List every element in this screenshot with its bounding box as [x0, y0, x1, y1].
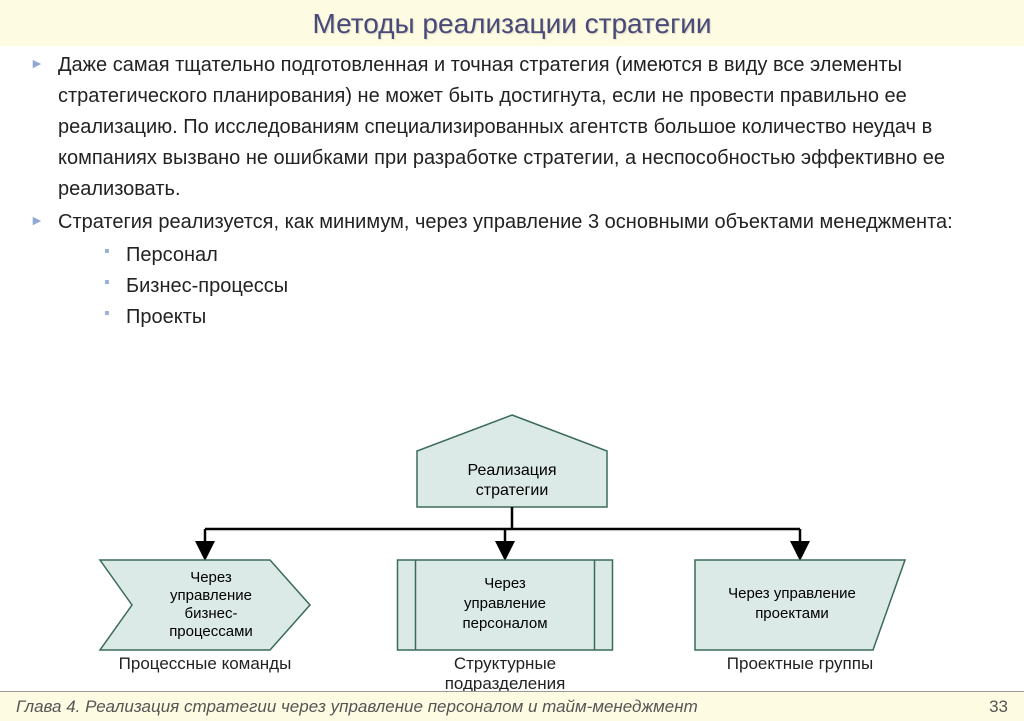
sub-bullet-item: Проекты — [104, 302, 1004, 333]
content-area: Даже самая тщательно подготовленная и то… — [0, 46, 1024, 333]
root-node: Реализация стратегии — [417, 415, 607, 507]
child-node-personnel: Черезуправлениеперсоналом — [398, 560, 613, 650]
footer-text: Глава 4. Реализация стратегии через упра… — [16, 697, 698, 717]
connectors — [205, 507, 800, 556]
bullet-text: Стратегия реализуется, как минимум, чере… — [58, 211, 953, 233]
page-title: Методы реализации стратегии — [0, 8, 1024, 40]
svg-text:Реализация: Реализация — [467, 462, 556, 479]
sub-bullet-item: Персонал — [104, 240, 1004, 271]
page-number: 33 — [989, 697, 1008, 717]
child-node-processes: Черезуправлениебизнес-процессами — [100, 560, 310, 650]
sub-bullet-item: Бизнес-процессы — [104, 271, 1004, 302]
strategy-diagram: Реализация стратегии Черезуправлениебизн… — [0, 395, 1024, 675]
title-bar: Методы реализации стратегии — [0, 0, 1024, 46]
bullet-item: Даже самая тщательно подготовленная и то… — [30, 50, 1004, 205]
caption-personnel: Структурные подразделения — [398, 654, 613, 694]
child-node-projects: Через управлениепроектами — [695, 560, 905, 650]
sub-bullet-list: Персонал Бизнес-процессы Проекты — [58, 240, 1004, 333]
main-bullet-list: Даже самая тщательно подготовленная и то… — [30, 50, 1004, 333]
bullet-item: Стратегия реализуется, как минимум, чере… — [30, 207, 1004, 333]
caption-processes: Процессные команды — [100, 654, 310, 674]
caption-projects: Проектные группы — [695, 654, 905, 674]
svg-text:стратегии: стратегии — [476, 482, 549, 499]
footer: Глава 4. Реализация стратегии через упра… — [0, 691, 1024, 721]
